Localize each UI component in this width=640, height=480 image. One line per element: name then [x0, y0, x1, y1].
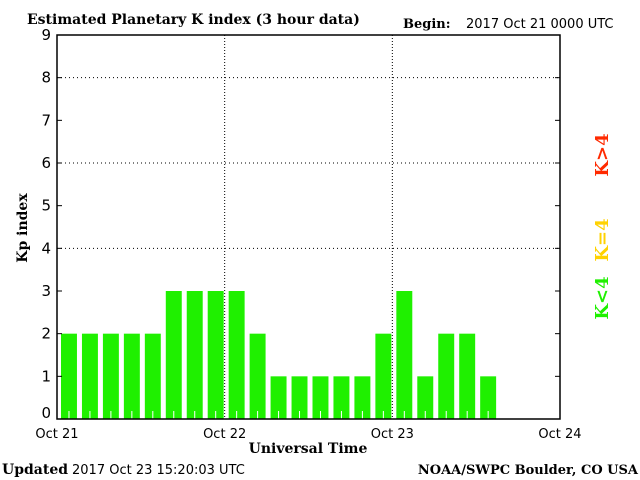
axes: 0 1 2 3 4 5 6 7 8 9 Oct 21 Oct 22 Oct 23 Oct 24 — [35, 26, 581, 442]
updated-value: 2017 Oct 23 15:20:03 UTC — [72, 463, 245, 478]
y-tick-label: 5 — [41, 197, 51, 215]
bar — [354, 376, 371, 419]
bar — [165, 291, 182, 419]
bar — [396, 291, 413, 419]
legend-item: K<4 — [592, 276, 613, 319]
source-label: NOAA/SWPC Boulder, CO USA — [418, 463, 639, 478]
y-tick-label: 0 — [41, 404, 51, 422]
bar — [144, 333, 161, 419]
legend: K<4 K=4 K>4 — [592, 133, 613, 319]
bar — [438, 333, 455, 419]
bar — [123, 333, 140, 419]
legend-item: K>4 — [592, 133, 613, 176]
y-tick-label: 3 — [41, 282, 51, 300]
plot-frame — [56, 34, 561, 420]
y-tick-label: 2 — [41, 325, 51, 343]
y-tick-label: 4 — [41, 239, 51, 257]
bar — [102, 333, 119, 419]
y-axis-label: Kp index — [15, 193, 31, 263]
y-tick-label: 7 — [41, 111, 51, 129]
bar — [270, 376, 287, 419]
bar — [228, 291, 245, 419]
x-tick-label: Oct 23 — [371, 427, 414, 442]
bars — [61, 291, 497, 419]
bar — [375, 333, 392, 419]
bar — [249, 333, 266, 419]
gridlines — [57, 35, 560, 419]
bar — [417, 376, 434, 419]
y-tick-label: 6 — [41, 154, 51, 172]
y-tick-label: 8 — [41, 69, 51, 87]
bar — [312, 376, 329, 419]
bar — [186, 291, 203, 419]
bar — [291, 376, 308, 419]
x-tick-label: Oct 22 — [203, 427, 246, 442]
begin-value: 2017 Oct 21 0000 UTC — [466, 17, 614, 32]
begin-label: Begin: — [403, 17, 451, 32]
bar — [207, 291, 224, 419]
bar — [81, 333, 98, 419]
x-axis-label: Universal Time — [249, 441, 368, 457]
bar — [459, 333, 476, 419]
x-tick-label: Oct 21 — [35, 427, 78, 442]
y-tick-label: 9 — [41, 26, 51, 44]
y-tick-label: 1 — [41, 367, 51, 385]
chart-title: Estimated Planetary K index (3 hour data… — [27, 12, 360, 28]
legend-item: K=4 — [592, 218, 613, 261]
bar — [61, 333, 77, 419]
x-tick-label: Oct 24 — [538, 427, 581, 442]
bar — [333, 376, 350, 419]
updated-label: Updated — [2, 462, 68, 478]
bar — [480, 376, 497, 419]
